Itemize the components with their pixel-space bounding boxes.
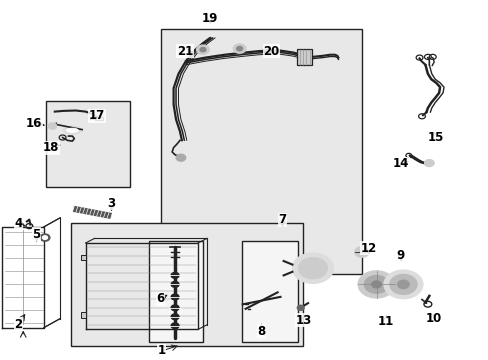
- Bar: [161, 29, 361, 274]
- Circle shape: [357, 271, 394, 298]
- Text: 12: 12: [360, 242, 377, 255]
- Bar: [297, 49, 311, 65]
- Circle shape: [292, 253, 333, 283]
- Ellipse shape: [63, 126, 81, 134]
- Text: 16: 16: [26, 117, 42, 130]
- Bar: [81, 312, 85, 318]
- Bar: [81, 255, 85, 260]
- Text: 5: 5: [33, 228, 41, 240]
- Ellipse shape: [66, 128, 78, 132]
- Text: 13: 13: [295, 314, 312, 327]
- Circle shape: [40, 234, 50, 241]
- Text: 18: 18: [43, 141, 60, 154]
- Text: 15: 15: [427, 131, 444, 144]
- Circle shape: [371, 281, 381, 288]
- Circle shape: [176, 154, 185, 161]
- Text: 17: 17: [88, 109, 105, 122]
- Circle shape: [171, 305, 179, 311]
- Bar: [46, 101, 129, 187]
- Bar: [242, 241, 298, 342]
- Text: 9: 9: [396, 249, 404, 262]
- Circle shape: [171, 273, 179, 278]
- Circle shape: [298, 257, 327, 279]
- Circle shape: [383, 270, 422, 299]
- Circle shape: [200, 48, 205, 52]
- Text: 10: 10: [425, 312, 442, 325]
- Circle shape: [236, 46, 242, 51]
- Circle shape: [171, 294, 179, 300]
- Text: 21: 21: [176, 45, 193, 58]
- Circle shape: [364, 275, 388, 293]
- Bar: [95, 117, 103, 120]
- Circle shape: [196, 45, 209, 54]
- Text: 8: 8: [257, 325, 265, 338]
- Text: 4: 4: [15, 217, 22, 230]
- Text: 20: 20: [263, 45, 279, 58]
- Text: 19: 19: [202, 12, 218, 24]
- Text: 6: 6: [156, 292, 164, 305]
- Text: 7: 7: [278, 213, 286, 226]
- Circle shape: [424, 159, 433, 167]
- Circle shape: [354, 247, 368, 257]
- Text: 14: 14: [392, 157, 408, 170]
- Circle shape: [171, 282, 179, 287]
- Text: 1: 1: [157, 345, 165, 357]
- Circle shape: [389, 274, 416, 294]
- Circle shape: [171, 323, 179, 329]
- Circle shape: [297, 305, 304, 310]
- Circle shape: [233, 44, 245, 53]
- Circle shape: [48, 123, 57, 129]
- Bar: [149, 241, 203, 342]
- Text: 2: 2: [15, 318, 22, 330]
- Circle shape: [171, 314, 179, 320]
- Circle shape: [42, 236, 47, 239]
- Circle shape: [397, 280, 408, 289]
- Text: 3: 3: [107, 197, 115, 210]
- Bar: [71, 223, 303, 346]
- Text: 11: 11: [377, 315, 394, 328]
